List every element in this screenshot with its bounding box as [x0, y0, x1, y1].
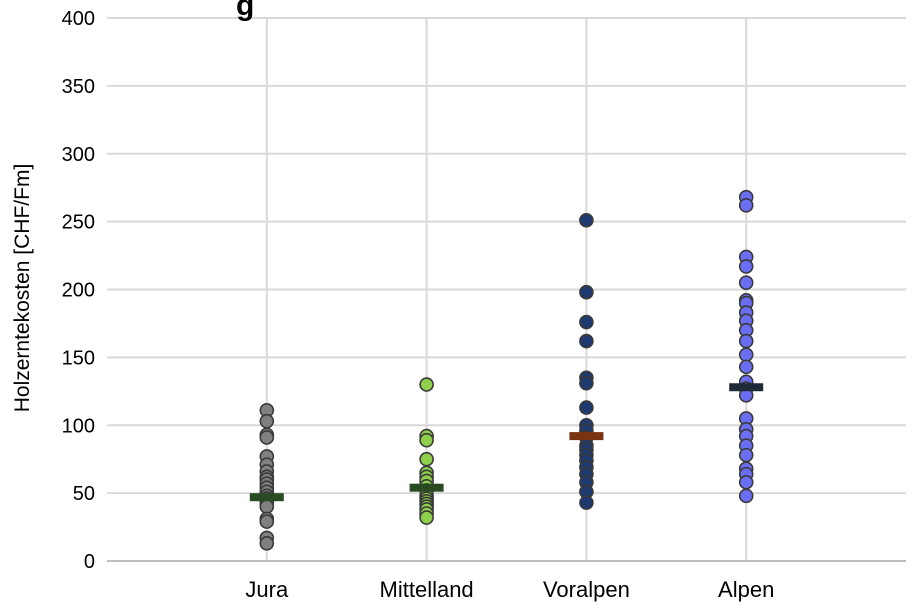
- data-point: [738, 259, 754, 274]
- data-point: [579, 284, 594, 300]
- data-point: [738, 359, 754, 375]
- x-tick-label: Jura: [245, 577, 289, 602]
- y-tick-label: 400: [62, 8, 95, 30]
- y-tick-labels: 0 50 100 150 200 250 300 350 400: [62, 8, 95, 573]
- data-point: [579, 212, 594, 228]
- y-tick-label: 50: [73, 483, 95, 505]
- data-point: [738, 474, 754, 490]
- data-point: [579, 495, 594, 510]
- median-marker: [409, 483, 444, 492]
- y-tick-label: 150: [62, 347, 95, 369]
- y-axis-title: Holzerntekosten [CHF/Fm]: [11, 164, 34, 413]
- category-labels: Jura Mittelland Voralpen Alpen: [245, 577, 774, 602]
- data-point: [419, 510, 434, 525]
- data-point: [419, 451, 434, 467]
- data-point: [419, 432, 434, 448]
- data-point: [259, 514, 275, 529]
- data-point: [259, 413, 275, 429]
- data-point: [579, 333, 594, 349]
- y-tick-label: 250: [62, 212, 95, 234]
- data-point: [579, 314, 594, 330]
- data-points: [259, 189, 754, 551]
- data-point: [259, 430, 275, 445]
- data-point: [579, 375, 594, 391]
- y-tick-label: 0: [84, 551, 95, 573]
- data-point: [738, 347, 754, 362]
- x-tick-label: Alpen: [718, 577, 774, 602]
- median-marker: [729, 383, 764, 392]
- data-point: [259, 499, 275, 515]
- data-point: [738, 333, 754, 349]
- data-point: [738, 198, 754, 213]
- data-point: [738, 488, 754, 504]
- data-point: [738, 275, 754, 291]
- data-point: [579, 400, 594, 415]
- median-marker: [249, 493, 284, 502]
- chart-title-fragment: g: [236, 0, 254, 22]
- data-point: [738, 447, 754, 463]
- data-point: [419, 377, 434, 392]
- y-tick-label: 200: [62, 280, 95, 302]
- grid-lines: [107, 17, 906, 561]
- y-tick-label: 350: [62, 76, 95, 98]
- median-markers: [249, 383, 764, 502]
- data-point: [259, 536, 275, 551]
- x-tick-label: Mittelland: [380, 577, 474, 602]
- x-tick-label: Voralpen: [543, 577, 630, 602]
- y-tick-label: 100: [62, 415, 95, 437]
- y-tick-label: 300: [62, 144, 95, 166]
- median-marker: [569, 432, 604, 441]
